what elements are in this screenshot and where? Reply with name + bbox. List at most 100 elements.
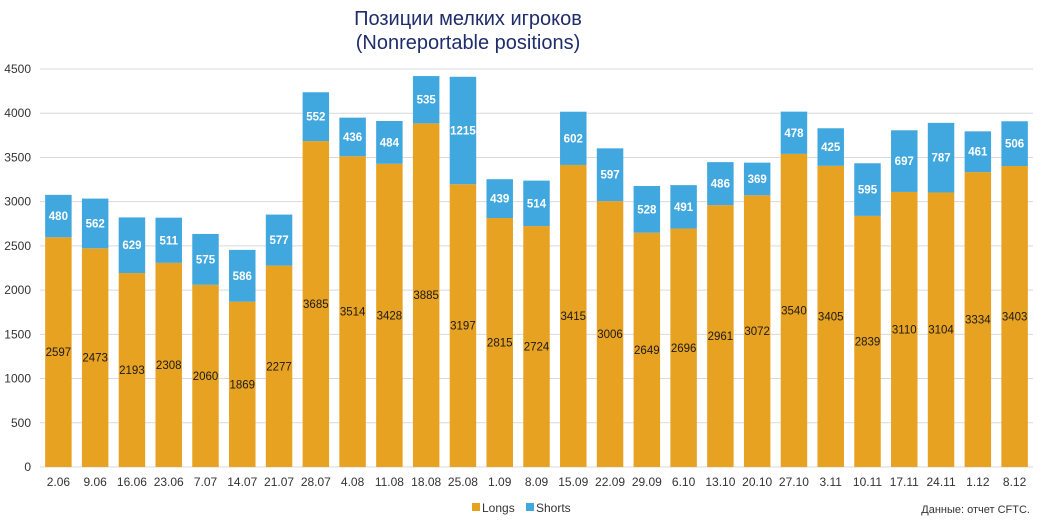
bar-longs xyxy=(1001,166,1028,467)
data-label-shorts: 697 xyxy=(895,156,914,168)
data-label-longs: 3685 xyxy=(303,299,329,311)
data-label-longs: 2815 xyxy=(487,338,513,350)
data-label-shorts: 586 xyxy=(233,271,252,283)
x-tick-label: 25.08 xyxy=(448,475,478,489)
data-label-shorts: 486 xyxy=(711,179,730,191)
x-tick-label: 8.12 xyxy=(1003,475,1027,489)
bar-shorts xyxy=(45,194,72,238)
data-label-shorts: 369 xyxy=(748,174,767,186)
bar-shorts xyxy=(927,122,955,193)
bar-shorts xyxy=(486,179,513,219)
y-tick-label: 2000 xyxy=(4,283,31,297)
bar-longs xyxy=(633,232,661,467)
bar-longs xyxy=(118,273,146,467)
data-label-longs: 2308 xyxy=(156,360,182,372)
bar-longs xyxy=(81,248,109,467)
y-tick-label: 3000 xyxy=(4,195,31,209)
bar-longs xyxy=(229,301,256,467)
legend-swatch-shorts xyxy=(526,503,534,511)
y-tick-label: 3500 xyxy=(4,150,31,164)
data-label-shorts: 562 xyxy=(86,218,105,230)
legend: Longs Shorts xyxy=(472,501,571,515)
data-label-shorts: 575 xyxy=(196,254,216,266)
data-label-shorts: 436 xyxy=(343,132,362,144)
y-tick-label: 1000 xyxy=(4,372,31,386)
x-tick-label: 16.06 xyxy=(117,475,147,489)
data-label-longs: 3514 xyxy=(340,307,366,319)
x-tick-label: 29.09 xyxy=(632,475,662,489)
bar-longs xyxy=(891,191,918,467)
bar-shorts xyxy=(560,111,587,165)
data-label-shorts: 439 xyxy=(490,194,509,206)
data-label-longs: 3403 xyxy=(1002,312,1028,324)
bar-longs xyxy=(927,192,955,467)
data-label-longs: 2277 xyxy=(266,361,292,373)
legend-label-longs: Longs xyxy=(482,501,515,515)
bar-longs xyxy=(523,226,550,467)
data-label-longs: 3006 xyxy=(597,329,623,341)
data-label-shorts: 478 xyxy=(784,128,804,140)
data-label-longs: 2193 xyxy=(119,365,145,377)
bar-longs xyxy=(707,205,734,467)
data-label-shorts: 552 xyxy=(306,112,325,124)
y-tick-label: 500 xyxy=(11,416,31,430)
source-note: Данные: отчет CFTC. xyxy=(921,504,1030,516)
bar-shorts xyxy=(670,185,697,229)
bar-shorts xyxy=(412,76,440,124)
bar-shorts xyxy=(229,249,256,302)
data-label-shorts: 535 xyxy=(417,95,437,107)
bar-longs xyxy=(780,153,808,467)
data-label-shorts: 491 xyxy=(674,202,694,214)
data-label-shorts: 461 xyxy=(968,147,988,159)
bar-longs xyxy=(265,265,293,467)
x-tick-label: 3.11 xyxy=(819,475,842,489)
bar-shorts xyxy=(81,198,109,249)
bar-shorts xyxy=(707,162,734,206)
bar-shorts xyxy=(596,148,624,202)
data-label-shorts: 1215 xyxy=(450,126,476,138)
x-tick-label: 10.11 xyxy=(853,475,882,489)
chart-subtitle: (Nonreportable positions) xyxy=(356,32,581,54)
bar-shorts xyxy=(743,162,771,196)
data-label-shorts: 511 xyxy=(159,235,178,247)
bar-shorts xyxy=(192,233,219,285)
data-label-longs: 3197 xyxy=(450,321,476,333)
data-label-longs: 1869 xyxy=(229,379,255,391)
data-label-longs: 3540 xyxy=(781,305,807,317)
x-tick-label: 24.11 xyxy=(926,475,955,489)
bar-longs xyxy=(964,172,992,467)
data-label-longs: 3405 xyxy=(818,311,844,323)
bar-longs xyxy=(155,262,182,467)
data-label-longs: 2597 xyxy=(46,347,72,359)
x-tick-label: 6.10 xyxy=(672,475,696,489)
bar-longs xyxy=(302,141,330,468)
bar-shorts xyxy=(891,130,918,192)
bar-shorts xyxy=(817,128,844,166)
y-tick-label: 1500 xyxy=(4,327,31,341)
bar-longs xyxy=(412,123,440,467)
data-label-longs: 2961 xyxy=(708,331,734,343)
bar-shorts xyxy=(376,121,403,164)
data-label-longs: 2839 xyxy=(855,336,881,348)
bar-longs xyxy=(670,228,697,467)
legend-label-shorts: Shorts xyxy=(536,501,571,515)
data-label-longs: 2649 xyxy=(634,345,660,357)
x-tick-label: 4.08 xyxy=(341,475,365,489)
bar-shorts xyxy=(118,217,146,274)
x-tick-label: 28.07 xyxy=(301,475,331,489)
bar-shorts xyxy=(449,76,477,185)
x-tick-label: 17.11 xyxy=(890,475,919,489)
bar-longs xyxy=(376,163,403,467)
data-label-longs: 3885 xyxy=(413,290,439,302)
bar-shorts xyxy=(339,117,366,157)
x-axis-ticks: 2.06 9.06 16.06 23.06 7.07 14.07 21.07 28.07 4.0… xyxy=(47,475,1027,489)
data-label-shorts: 597 xyxy=(600,170,619,182)
data-label-shorts: 484 xyxy=(380,137,400,149)
x-tick-label: 22.09 xyxy=(595,475,625,489)
x-tick-label: 9.06 xyxy=(83,475,107,489)
y-axis-ticks: 0 500 1000 1500 2000 2500 3000 3500 4000 4500 xyxy=(4,62,31,474)
bar-shorts xyxy=(1001,121,1028,167)
bar-shorts xyxy=(523,180,550,227)
data-label-longs: 3415 xyxy=(560,311,586,323)
x-tick-label: 8.09 xyxy=(525,475,549,489)
